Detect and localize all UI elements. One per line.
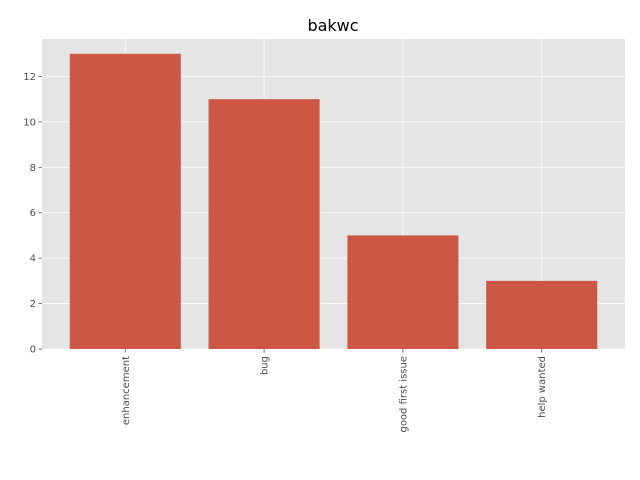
y-tick-label: 12: [23, 72, 36, 83]
chart-title: bakwc: [307, 16, 358, 35]
y-tick-label: 6: [30, 208, 36, 219]
x-tick-label: good first issue: [398, 356, 409, 433]
bars: [69, 53, 598, 350]
y-tick-label: 0: [30, 345, 36, 356]
x-tick-label: bug: [260, 356, 271, 375]
y-tick-label: 4: [30, 254, 36, 265]
bar-help-wanted: [486, 280, 598, 349]
x-tick-label: enhancement: [121, 356, 132, 425]
y-tick-label: 2: [30, 299, 36, 310]
y-tick-label: 10: [23, 117, 36, 128]
y-axis: 0 2 4 6 8 10 12: [23, 72, 42, 356]
x-tick-label: help wanted: [537, 356, 548, 418]
bar-good-first-issue: [347, 235, 459, 349]
bar-bug: [208, 99, 320, 349]
x-axis: enhancement bug good first issue help wante…: [121, 349, 548, 433]
y-tick-label: 8: [30, 163, 36, 174]
bar-enhancement: [69, 53, 181, 350]
